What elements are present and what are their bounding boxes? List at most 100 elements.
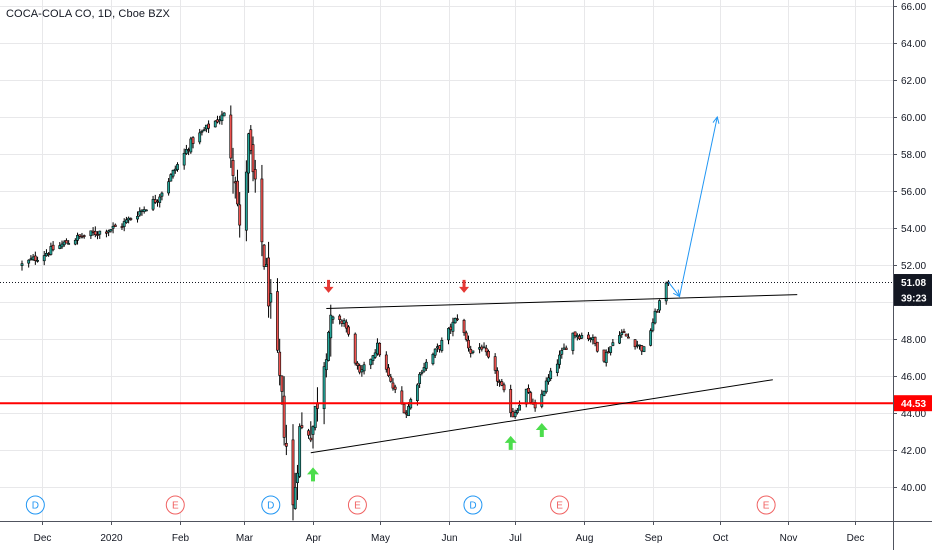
- candle-body: [73, 239, 77, 245]
- time-tick-label: Nov: [780, 533, 798, 544]
- time-tick-label: Jul: [509, 533, 522, 544]
- candle: [140, 209, 144, 216]
- time-tick-label: Dec: [847, 533, 865, 544]
- dividend-event-icon[interactable]: D: [25, 495, 45, 515]
- trendline-resistance: [326, 294, 798, 309]
- candle-body: [424, 361, 428, 369]
- candle-body: [280, 375, 284, 392]
- candle: [393, 384, 397, 394]
- candle: [220, 110, 224, 125]
- candle: [464, 330, 468, 342]
- candle-body: [316, 403, 319, 409]
- candle: [169, 173, 173, 182]
- price-badge-label: 39:23: [901, 294, 927, 305]
- candle-body: [327, 332, 330, 361]
- candle: [109, 229, 113, 233]
- price-tick-label: 54.00: [901, 224, 926, 235]
- candle-body: [573, 331, 577, 337]
- candle: [253, 159, 257, 193]
- candle: [640, 345, 644, 355]
- earnings-event-circle: [550, 495, 570, 515]
- candle: [627, 333, 630, 339]
- candle-body: [360, 369, 364, 373]
- candle: [564, 345, 568, 350]
- candle-body: [120, 226, 124, 228]
- candle-body: [167, 181, 171, 194]
- candle: [518, 400, 521, 411]
- candle-body: [595, 341, 599, 352]
- candle-body: [435, 346, 439, 349]
- candle: [67, 240, 71, 245]
- candle-body: [498, 381, 501, 383]
- candle: [487, 349, 490, 359]
- candle-body: [518, 404, 521, 411]
- candle-body: [493, 356, 497, 371]
- candle-body: [31, 256, 35, 261]
- earnings-event-icon[interactable]: E: [165, 495, 185, 515]
- candle: [544, 377, 548, 394]
- candle-body: [558, 354, 561, 365]
- candle: [282, 376, 286, 446]
- earnings-event-icon[interactable]: E: [347, 495, 367, 515]
- earnings-event-letter: E: [763, 501, 770, 512]
- candle-body: [607, 351, 610, 354]
- candle: [560, 347, 564, 359]
- candle: [51, 241, 55, 252]
- candle-body: [404, 412, 408, 415]
- candle: [609, 346, 613, 356]
- candle-body: [347, 326, 350, 335]
- time-tick-label: Jun: [441, 533, 457, 544]
- candle: [467, 335, 470, 352]
- candle: [655, 309, 659, 313]
- candle: [36, 256, 39, 263]
- candle-body: [313, 405, 317, 428]
- time-tick-label: 2020: [100, 533, 123, 544]
- candle: [431, 352, 435, 366]
- candle-body: [620, 332, 624, 335]
- dividend-event-icon[interactable]: D: [261, 495, 281, 515]
- candle-body: [438, 345, 442, 350]
- candle-body: [604, 352, 608, 363]
- candle: [482, 342, 486, 349]
- candle-body: [353, 333, 357, 364]
- projection-arrowhead-end: [712, 115, 720, 124]
- candle-body: [60, 243, 64, 248]
- earnings-event-icon[interactable]: E: [550, 495, 570, 515]
- candle: [587, 332, 590, 342]
- candle-body: [284, 443, 288, 447]
- candle: [493, 353, 497, 374]
- candle-body: [282, 395, 286, 438]
- candle: [511, 407, 515, 418]
- candle: [204, 124, 208, 133]
- signal-arrow-down-icon: [459, 279, 470, 293]
- candle-body: [156, 200, 159, 203]
- time-axis[interactable]: Dec 2020 Feb Mar Apr May Jun Jul Aug Sep Oct Nov Dec: [0, 521, 932, 544]
- candle: [404, 410, 408, 419]
- candle-body: [651, 322, 655, 331]
- price-badge-support: 44.53: [894, 395, 932, 412]
- candle: [387, 364, 390, 378]
- candle-body: [624, 333, 628, 337]
- dividend-event-icon[interactable]: D: [463, 495, 483, 515]
- candle: [300, 412, 304, 430]
- candle-body: [184, 149, 188, 154]
- candle-body: [220, 114, 224, 122]
- earnings-event-icon[interactable]: E: [756, 495, 776, 515]
- candle-body: [633, 339, 637, 348]
- candle-body: [618, 335, 621, 344]
- earnings-event-letter: E: [354, 501, 361, 512]
- candle: [593, 336, 597, 347]
- candle-body: [480, 346, 484, 350]
- candle-body: [76, 235, 79, 241]
- candle: [547, 374, 550, 385]
- candle: [642, 346, 646, 353]
- candle: [651, 318, 655, 333]
- candle-body: [307, 430, 310, 436]
- candle-body: [324, 359, 328, 371]
- candle-body: [311, 426, 315, 435]
- candle: [120, 223, 124, 230]
- candle-body: [158, 196, 162, 203]
- price-badge-label: 51.08: [901, 278, 926, 289]
- candle: [542, 390, 546, 397]
